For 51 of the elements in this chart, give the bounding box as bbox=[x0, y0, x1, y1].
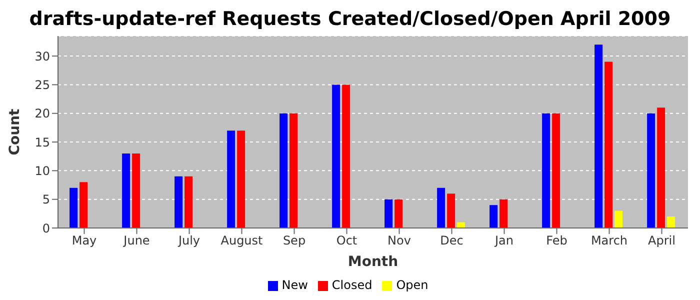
x-tick-label: Oct bbox=[336, 234, 358, 248]
y-tick-label: 5 bbox=[42, 192, 50, 207]
bar bbox=[280, 113, 288, 228]
bar bbox=[552, 113, 560, 228]
x-axis-title: Month bbox=[348, 254, 398, 270]
bar bbox=[332, 84, 340, 228]
x-tick-label: August bbox=[220, 234, 264, 248]
legend-label: Closed bbox=[332, 278, 372, 292]
x-tick-label: May bbox=[72, 234, 97, 248]
bar bbox=[490, 205, 498, 228]
bar bbox=[80, 182, 88, 228]
bar bbox=[184, 176, 193, 228]
x-tick-label: Feb bbox=[546, 234, 568, 248]
y-tick-label: 10 bbox=[34, 164, 50, 178]
bar bbox=[227, 130, 236, 228]
bar bbox=[174, 176, 183, 228]
bar bbox=[447, 194, 456, 228]
y-tick-label: 30 bbox=[34, 49, 50, 64]
bar bbox=[384, 199, 393, 228]
legend-label: New bbox=[282, 278, 308, 292]
x-tick-label: July bbox=[177, 234, 200, 248]
y-axis-title: Count bbox=[6, 108, 23, 156]
x-tick-label: June bbox=[122, 234, 150, 248]
y-tick-label: 15 bbox=[34, 135, 50, 150]
bar bbox=[542, 113, 550, 228]
bar bbox=[132, 153, 140, 228]
bar bbox=[500, 199, 508, 228]
y-tick-label: 0 bbox=[42, 221, 50, 236]
bar bbox=[290, 113, 298, 228]
bar bbox=[594, 44, 603, 228]
y-tick-label: 20 bbox=[34, 106, 50, 121]
legend-label: Open bbox=[396, 278, 428, 292]
x-tick-label: Sep bbox=[282, 234, 306, 248]
x-tick-label: Dec bbox=[440, 234, 464, 248]
bar bbox=[122, 153, 130, 228]
bar bbox=[342, 84, 350, 228]
bar bbox=[657, 108, 666, 228]
x-tick-label: April bbox=[648, 234, 676, 248]
bar bbox=[237, 130, 246, 228]
bar bbox=[437, 188, 446, 228]
y-tick-label: 25 bbox=[34, 78, 50, 92]
x-tick-label: Nov bbox=[388, 234, 411, 248]
chart-title: drafts-update-ref Requests Created/Closed/Open April 2009 bbox=[28, 8, 672, 32]
bar bbox=[647, 113, 656, 228]
x-tick-label: Jan bbox=[494, 234, 514, 248]
x-tick-label: March bbox=[590, 234, 628, 248]
bar bbox=[70, 188, 78, 228]
bar bbox=[604, 62, 613, 228]
bar bbox=[394, 199, 403, 228]
bar bbox=[667, 216, 676, 228]
bar bbox=[614, 210, 623, 228]
